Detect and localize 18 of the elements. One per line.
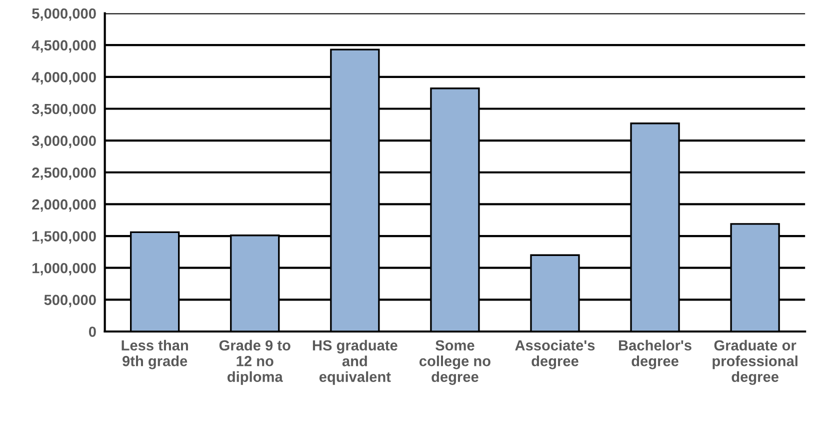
x-tick-label: HS graduate and equivalent (312, 340, 398, 385)
y-tick-label: 500,000 (44, 294, 96, 308)
y-tick-label: 2,000,000 (32, 199, 96, 212)
y-tick-label: 4,000,000 (32, 72, 96, 84)
y-tick-label: 5,000,000 (32, 8, 96, 21)
x-tick-label: Less than 9th grade (122, 340, 188, 370)
y-tick-label: 3,000,000 (32, 136, 96, 148)
y-tick-label: 1,000,000 (32, 262, 96, 276)
x-tick-label: Grade 9 to 12 no diploma (219, 340, 290, 385)
y-tick-label: 1,500,000 (32, 231, 96, 244)
x-tick-label: Some college no degree (419, 340, 490, 385)
y-tick-label: 4,500,000 (32, 40, 96, 53)
x-tick-label: Associate's degree (515, 340, 595, 370)
y-tick-label: 3,500,000 (32, 104, 96, 116)
x-tick-label: Bachelor's degree (619, 340, 692, 370)
y-tick-label: 2,500,000 (32, 167, 96, 180)
y-tick-label: 0 (88, 326, 96, 337)
x-tick-label: Graduate or professional degree (712, 340, 798, 385)
